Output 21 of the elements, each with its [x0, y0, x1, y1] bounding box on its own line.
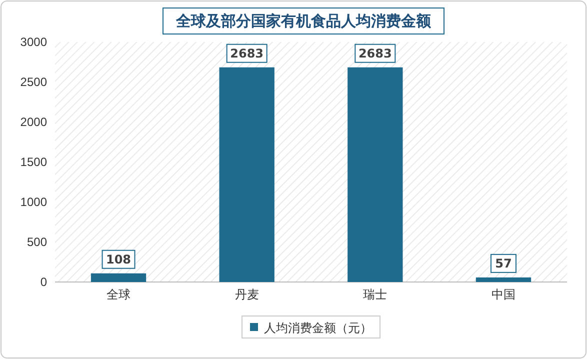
y-tick-label: 1000 [20, 194, 48, 209]
data-label: 108 [106, 252, 132, 266]
chart-title: 全球及部分国家有机食品人均消费金额 [175, 12, 432, 30]
y-tick-label: 2500 [20, 74, 48, 89]
x-tick-label: 全球 [106, 288, 131, 302]
bar [476, 277, 532, 282]
y-tick-label: 500 [26, 234, 48, 249]
x-tick-label: 瑞士 [363, 288, 388, 302]
x-tick-label: 丹麦 [234, 288, 259, 302]
data-label: 2683 [358, 46, 392, 60]
bar [348, 67, 403, 282]
y-tick-label: 3000 [20, 34, 48, 49]
bar [90, 273, 146, 282]
legend-label: 人均消费金额（元） [264, 321, 372, 335]
y-tick-label: 2000 [20, 114, 48, 129]
y-tick-label: 1500 [20, 154, 48, 169]
data-label: 2683 [230, 46, 264, 60]
bar [219, 67, 274, 282]
y-tick-label: 0 [40, 274, 48, 289]
x-tick-label: 中国 [491, 288, 516, 302]
data-label: 57 [495, 256, 512, 270]
